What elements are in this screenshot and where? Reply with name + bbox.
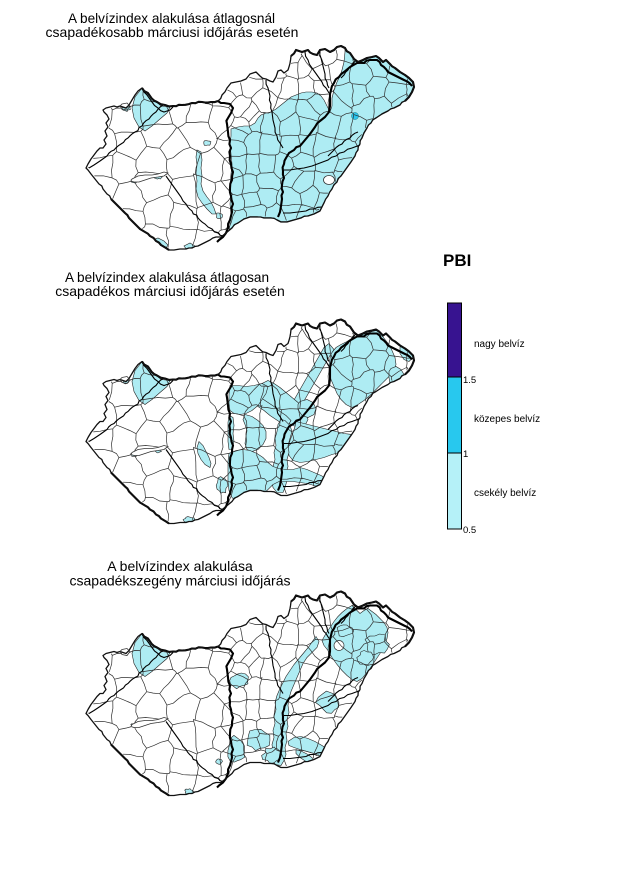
svg-text:nagy belvíz: nagy belvíz [474,339,525,350]
svg-text:A belvízindex alakulása átlago: A belvízindex alakulása átlagosan [65,270,269,285]
svg-text:csapadékos márciusi időjárás e: csapadékos márciusi időjárás esetén [55,283,285,299]
svg-text:PBI: PBI [443,251,471,270]
svg-text:csapadékszegény márciusi időjá: csapadékszegény márciusi időjárás [70,573,291,589]
svg-text:1: 1 [463,449,468,460]
svg-text:közepes belvíz: közepes belvíz [474,414,540,425]
svg-text:csekély belvíz: csekély belvíz [474,488,536,499]
svg-text:A belvízindex alakulása: A belvízindex alakulása [107,558,253,574]
svg-text:1.5: 1.5 [463,375,476,386]
svg-text:0.5: 0.5 [463,525,476,536]
svg-text:A belvízindex alakulása átlago: A belvízindex alakulása átlagosnál [68,11,275,26]
svg-text:csapadékosabb márciusi időjárá: csapadékosabb márciusi időjárás esetén [46,24,299,40]
